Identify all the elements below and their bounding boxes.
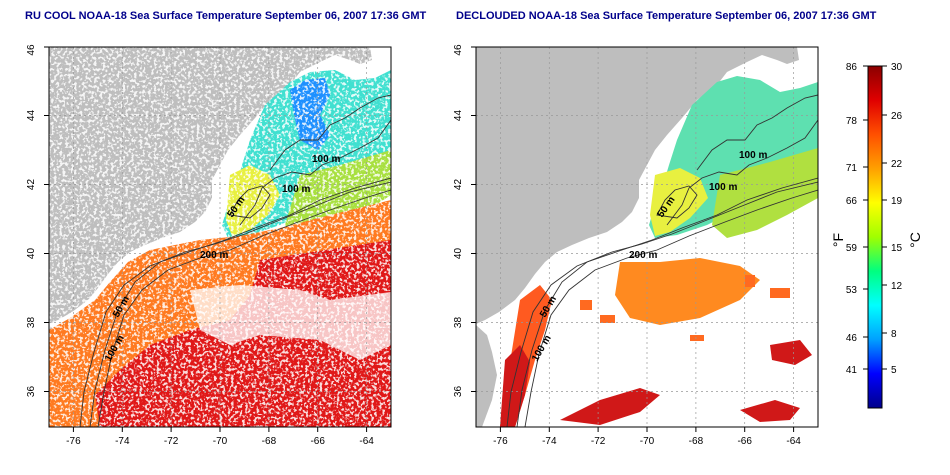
- contour-label: 100 m: [282, 184, 310, 195]
- celsius-tick-label: 22: [891, 159, 903, 170]
- bathymetry-contours: [506, 94, 818, 427]
- left-panel-title: RU COOL NOAA-18 Sea Surface Temperature …: [25, 10, 427, 22]
- sst-hot-patch: [560, 388, 660, 425]
- y-tick-label: 42: [26, 179, 37, 191]
- fahrenheit-tick-label: 71: [846, 163, 858, 174]
- x-tick-label: -76: [66, 436, 81, 447]
- celsius-tick-label: 8: [891, 329, 897, 340]
- celsius-tick-label: 19: [891, 196, 903, 207]
- fahrenheit-tick-label: 78: [846, 116, 858, 127]
- x-tick-label: -64: [786, 436, 801, 447]
- y-tick-label: 40: [453, 248, 464, 260]
- fahrenheit-tick-label: 86: [846, 62, 858, 73]
- x-tick-label: -74: [542, 436, 557, 447]
- y-tick-label: 44: [26, 110, 37, 122]
- x-tick-label: -72: [591, 436, 606, 447]
- contour-label: 200 m: [200, 250, 228, 261]
- right-panel-title: DECLOUDED NOAA-18 Sea Surface Temperatur…: [456, 10, 877, 22]
- y-tick-label: 38: [26, 317, 37, 329]
- sst-hot-patch: [500, 345, 530, 427]
- contour-label: 100 m: [739, 150, 767, 161]
- contour-label: 200 m: [629, 250, 657, 261]
- fahrenheit-tick-label: 53: [846, 285, 858, 296]
- x-tick-label: -66: [737, 436, 752, 447]
- celsius-tick-label: 26: [891, 111, 903, 122]
- y-tick-label: 42: [453, 179, 464, 191]
- x-tick-label: -68: [689, 436, 704, 447]
- fahrenheit-tick-label: 66: [846, 196, 858, 207]
- x-tick-label: -70: [213, 436, 228, 447]
- y-tick-label: 46: [26, 44, 37, 56]
- y-tick-label: 36: [453, 386, 464, 398]
- sst-hot-patch: [740, 400, 800, 422]
- y-tick-label: 36: [26, 386, 37, 398]
- y-tick-label: 38: [453, 317, 464, 329]
- land-mass: [476, 47, 799, 324]
- y-tick-label: 46: [453, 44, 464, 56]
- temperature-colorbar: 86 78 71 66 59 53 46 41 30 26 22 19 15 1…: [830, 62, 923, 409]
- y-tick-label: 40: [26, 248, 37, 260]
- y-tick-label: 44: [453, 110, 464, 122]
- celsius-tick-label: 5: [891, 365, 897, 376]
- fahrenheit-tick-label: 41: [846, 365, 858, 376]
- x-tick-label: -76: [493, 436, 508, 447]
- lat-lon-grid: [476, 47, 818, 427]
- sst-warm-water: [615, 258, 760, 325]
- contour-label: 100 m: [312, 154, 340, 165]
- right-map-panel: 100 m 100 m 50 m 200 m 50 m 100 m -76 -7…: [453, 44, 819, 447]
- celsius-tick-label: 15: [891, 243, 903, 254]
- celsius-unit-label: °C: [907, 232, 923, 248]
- lat-lon-grid: [49, 47, 391, 427]
- x-tick-label: -70: [640, 436, 655, 447]
- x-tick-label: -64: [359, 436, 374, 447]
- fahrenheit-unit-label: °F: [830, 233, 846, 247]
- x-tick-label: -68: [262, 436, 277, 447]
- celsius-tick-label: 12: [891, 281, 903, 292]
- x-tick-label: -72: [164, 436, 179, 447]
- x-tick-label: -74: [115, 436, 130, 447]
- bathymetry-contours: [79, 94, 391, 427]
- left-map-panel: 100 m 100 m 50 m 200 m 50 m 100 m -76 -7…: [26, 44, 392, 447]
- sst-green-band: [712, 148, 818, 238]
- sst-scattered-patches: [580, 275, 790, 341]
- fahrenheit-tick-label: 59: [846, 243, 858, 254]
- celsius-tick-label: 30: [891, 62, 903, 73]
- x-tick-label: -66: [310, 436, 325, 447]
- colorbar-gradient: [867, 65, 883, 409]
- sst-hot-patch: [770, 340, 812, 365]
- fahrenheit-tick-label: 46: [846, 333, 858, 344]
- delmarva-land: [476, 325, 497, 427]
- contour-label: 100 m: [709, 182, 737, 193]
